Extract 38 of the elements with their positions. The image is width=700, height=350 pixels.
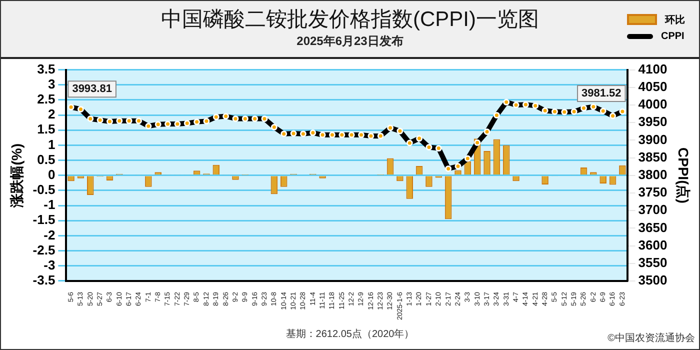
y2-tick-label: 3950 <box>638 114 668 130</box>
y2-tick-label: 4000 <box>638 96 668 112</box>
y-tick-label: 0 <box>48 166 56 182</box>
chart-title: 中国磷酸二铵批发价格指数(CPPI)一览图 <box>161 8 539 31</box>
legend-label: 环比 <box>665 14 685 26</box>
y-tick-label: 3.5 <box>37 61 56 76</box>
y-tick-label: 2.5 <box>37 92 56 107</box>
y-tick-label: -2 <box>44 227 56 242</box>
y2-tick-label: 4050 <box>638 78 668 94</box>
chart-subtitle: 2025年6月23日发布 <box>296 34 404 48</box>
y2-tick-label: 3550 <box>638 254 668 270</box>
y2-tick-label: 3700 <box>638 202 668 218</box>
y-tick-label: -3 <box>44 257 56 272</box>
text: ©中国农资流通协会 <box>608 332 695 345</box>
y-axis-title: 涨跌幅(%) <box>8 144 24 208</box>
y-tick-label: 2 <box>48 106 56 122</box>
data-label: 3981.52 <box>582 88 622 100</box>
y2-tick-label: 3850 <box>638 149 668 164</box>
y2-tick-label: 3750 <box>638 184 668 200</box>
y-tick-label: -0.5 <box>32 182 56 198</box>
y2-tick-label: 3650 <box>638 220 668 235</box>
text: 基期：2612.05点（2020年） <box>286 329 414 340</box>
y-tick-label: 0.5 <box>37 152 56 167</box>
y-tick-label: 3 <box>48 76 56 92</box>
y-tick-label: -1.5 <box>32 212 56 228</box>
y-tick-label: 1 <box>48 136 56 152</box>
y-tick-label: -3.5 <box>32 272 56 288</box>
y2-axis-title: CPPI(点) <box>676 147 692 204</box>
y2-tick-label: 4100 <box>638 61 668 76</box>
y2-tick-label: 3500 <box>638 272 668 288</box>
y-tick-label: 1.5 <box>37 122 56 137</box>
data-label: 3993.81 <box>72 83 112 96</box>
y-tick-label: -1 <box>44 197 56 212</box>
y2-tick-label: 3600 <box>638 237 668 252</box>
legend-label: CPPI <box>661 31 684 42</box>
y2-tick-label: 3800 <box>638 166 668 182</box>
y2-tick-label: 3900 <box>638 132 668 147</box>
y-tick-label: -2.5 <box>32 242 56 258</box>
